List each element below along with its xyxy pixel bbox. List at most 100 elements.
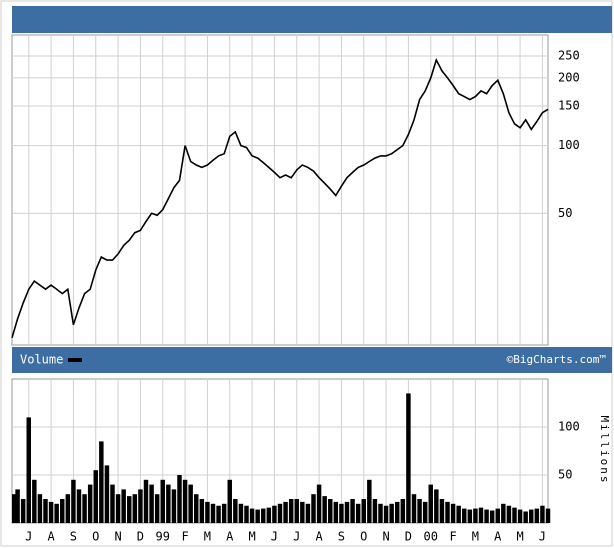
volume-bar [333,501,339,523]
volume-bar [501,503,506,523]
volume-bar [76,489,82,523]
volume-bar [462,508,467,523]
legend-swatch [68,358,82,362]
y-tick-label: 250 [558,49,580,63]
y-tick-label: 50 [558,468,572,482]
volume-bar [149,484,154,523]
volume-bar [450,503,456,523]
volume-bar [294,499,299,523]
volume-bar [512,507,517,523]
volume-bar [389,503,394,523]
volume-bar [32,479,37,523]
x-tick-label: F [181,530,188,544]
x-tick-label: J [271,530,278,544]
y-tick-label: 150 [558,98,580,112]
volume-bar [182,479,188,523]
y-axis-label: Millions [598,416,611,485]
x-tick-label: N [114,530,121,544]
volume-bar [87,484,93,523]
x-tick-label: 00 [424,530,438,544]
volume-bar [160,479,165,523]
volume-bar [171,489,177,523]
volume-bar [350,499,355,523]
x-tick-label: M [248,530,255,544]
volume-bar [361,499,366,523]
volume-bar [26,417,31,523]
volume-bar [48,501,54,523]
volume-bar [104,465,110,523]
x-tick-label: M [516,530,523,544]
volume-bar [406,393,411,523]
x-tick-label: A [315,530,323,544]
volume-bar [400,499,406,523]
volume-bar [115,494,121,523]
volume-bar [473,508,478,523]
volume-bar [517,509,523,523]
volume-bar [311,494,316,523]
volume-bar [121,489,126,523]
x-tick-label: 99 [156,530,170,544]
volume-bar [93,470,98,523]
volume-bar [383,505,389,523]
x-tick-label: J [539,530,546,544]
volume-bar [12,494,17,523]
volume-title: Volume [20,353,63,367]
x-tick-label: F [449,530,456,544]
volume-bar [439,499,445,523]
volume-bar [288,499,294,523]
volume-bar [411,494,417,523]
volume-bar [210,503,216,523]
volume-bar [65,494,71,523]
credit: ©BigCharts.com™ [507,353,606,366]
x-tick-label: N [382,530,389,544]
y-tick-label: 200 [558,70,580,84]
volume-bar [221,503,227,523]
volume-bar [233,499,238,523]
volume-bar [422,501,428,523]
volume-bar [272,505,277,523]
volume-bar [138,489,143,523]
volume-bar [395,501,400,523]
volume-bar [316,484,322,523]
volume-bar [534,508,540,523]
volume-bar [417,499,422,523]
header-bar [12,6,612,33]
volume-bar [54,503,59,523]
volume-bar [478,507,484,523]
volume-bar [37,494,43,523]
volume-bar [467,509,473,523]
price-line [11,57,549,339]
y-tick-label: 50 [558,206,572,220]
volume-bar [322,496,327,523]
volume-bar [249,508,255,523]
volume-bar [484,509,489,523]
x-tick-label: S [338,530,345,544]
x-tick-label: A [47,530,55,544]
volume-bar [177,475,182,523]
volume-bar [43,499,48,523]
volume-bar [244,505,249,523]
volume-bar [127,496,132,523]
volume-bar [132,494,138,523]
volume-bar [283,501,288,523]
x-tick-label: M [472,530,479,544]
x-tick-label: O [360,530,367,544]
volume-bar [82,494,87,523]
volume-bar [205,501,210,523]
volume-bar [71,479,76,523]
volume-bar [540,505,545,523]
volume-bar [328,499,333,523]
volume-bar [300,501,305,523]
volume-bar [99,441,104,523]
x-tick-label: M [204,530,211,544]
volume-bar [545,508,551,523]
volume-bar [12,347,612,373]
volume-bar [372,499,378,523]
x-tick-label: D [405,530,412,544]
volume-bar [110,484,115,523]
volume-bar [355,503,361,523]
volume-bar [339,503,344,523]
volume-bar [529,509,534,523]
volume-bar [166,484,171,523]
